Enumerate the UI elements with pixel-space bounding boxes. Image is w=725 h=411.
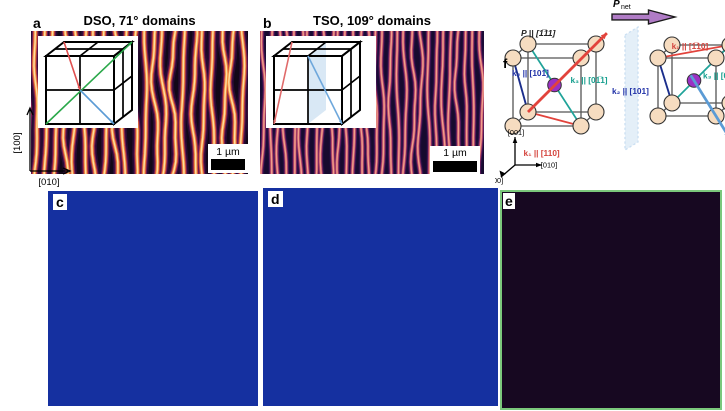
svg-text:k₃ || [01̅1]: k₃ || [01̅1] <box>703 71 725 81</box>
svg-text:[̅100]: [̅100] <box>495 176 503 185</box>
svg-text:[001]: [001] <box>508 128 524 137</box>
svg-text:f: f <box>503 56 508 71</box>
svg-text:[100]: [100] <box>12 132 23 153</box>
svg-text:k₂ || [101]: k₂ || [101] <box>612 86 649 96</box>
svg-text:P || [1̅11]: P || [1̅11] <box>521 28 557 38</box>
svg-text:k₁ || [1̅10]: k₁ || [1̅10] <box>672 41 709 51</box>
svg-text:[010]: [010] <box>38 177 59 188</box>
svg-text:[010]: [010] <box>541 161 557 170</box>
svg-text:net: net <box>621 4 631 11</box>
svg-text:P: P <box>613 0 620 10</box>
svg-text:k₃ || [01̅1]: k₃ || [01̅1] <box>571 75 608 85</box>
svg-text:k₂ || [101̅]: k₂ || [101̅] <box>512 68 549 78</box>
svg-text:k₁ || [110]: k₁ || [110] <box>523 148 559 158</box>
